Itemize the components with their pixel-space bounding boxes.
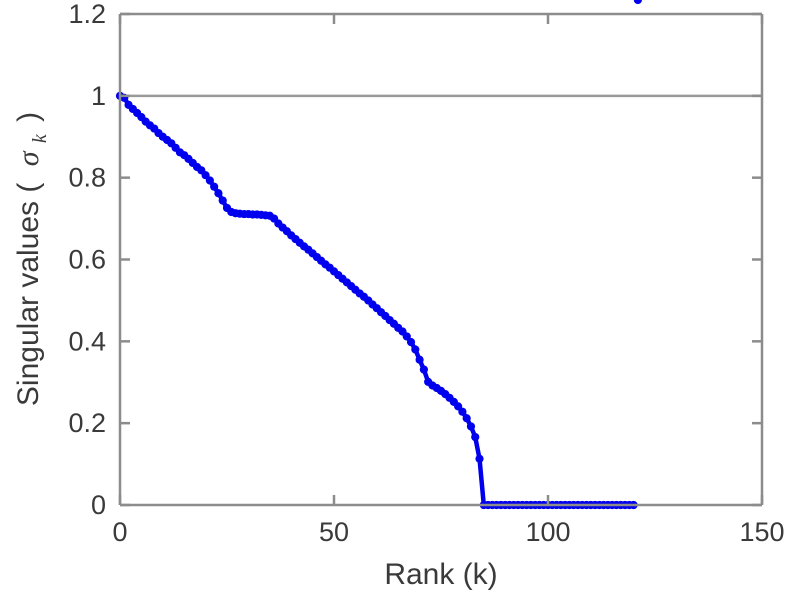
data-point-marker [214, 189, 223, 198]
y-tick-label: 0 [91, 490, 106, 520]
axis-ticks [118, 12, 764, 507]
y-axis-title: Singular values ( σ k ) [12, 112, 53, 406]
x-tick-label: 150 [739, 517, 784, 547]
sigma-subscript-k: k [29, 133, 51, 143]
data-point-marker [462, 414, 471, 423]
data-point-marker [218, 196, 227, 205]
y-tick-label: 0.8 [68, 163, 106, 193]
y-tick-label: 1 [91, 81, 106, 111]
data-point-marker [210, 182, 219, 191]
data-point-marker [419, 365, 428, 374]
y-axis-title-close-paren: ) [12, 112, 45, 122]
x-tick-label: 0 [112, 517, 127, 547]
svg-text:Singular values ( σ: Singular values ( σ k ) [12, 112, 53, 406]
y-tick-label: 0.6 [68, 245, 106, 275]
data-point-marker [458, 407, 467, 416]
data-point-marker [402, 332, 411, 341]
y-tick-label: 0.4 [68, 326, 106, 356]
y-tick-label: 1.2 [68, 0, 106, 29]
x-tick-label: 50 [319, 517, 349, 547]
data-point-marker [466, 422, 476, 431]
y-axis-title-main: Singular values ( [12, 183, 45, 406]
y-tick-label: 0.2 [68, 408, 106, 438]
data-point-marker [406, 338, 416, 347]
x-axis-title: Rank (k) [384, 558, 497, 591]
sigma-symbol: σ [12, 150, 45, 166]
data-point-marker [471, 432, 480, 442]
data-point-marker [633, 0, 642, 5]
data-point-marker [415, 355, 424, 364]
data-point-marker [411, 345, 420, 354]
data-point-marker [205, 176, 214, 185]
data-point-marker [475, 454, 484, 463]
plot-area [120, 14, 762, 505]
x-tick-label: 100 [525, 517, 570, 547]
y-tick-labels: 0 0.2 0.4 0.6 0.8 1 1.2 [68, 0, 106, 520]
x-tick-labels: 0 50 100 150 [112, 517, 784, 547]
